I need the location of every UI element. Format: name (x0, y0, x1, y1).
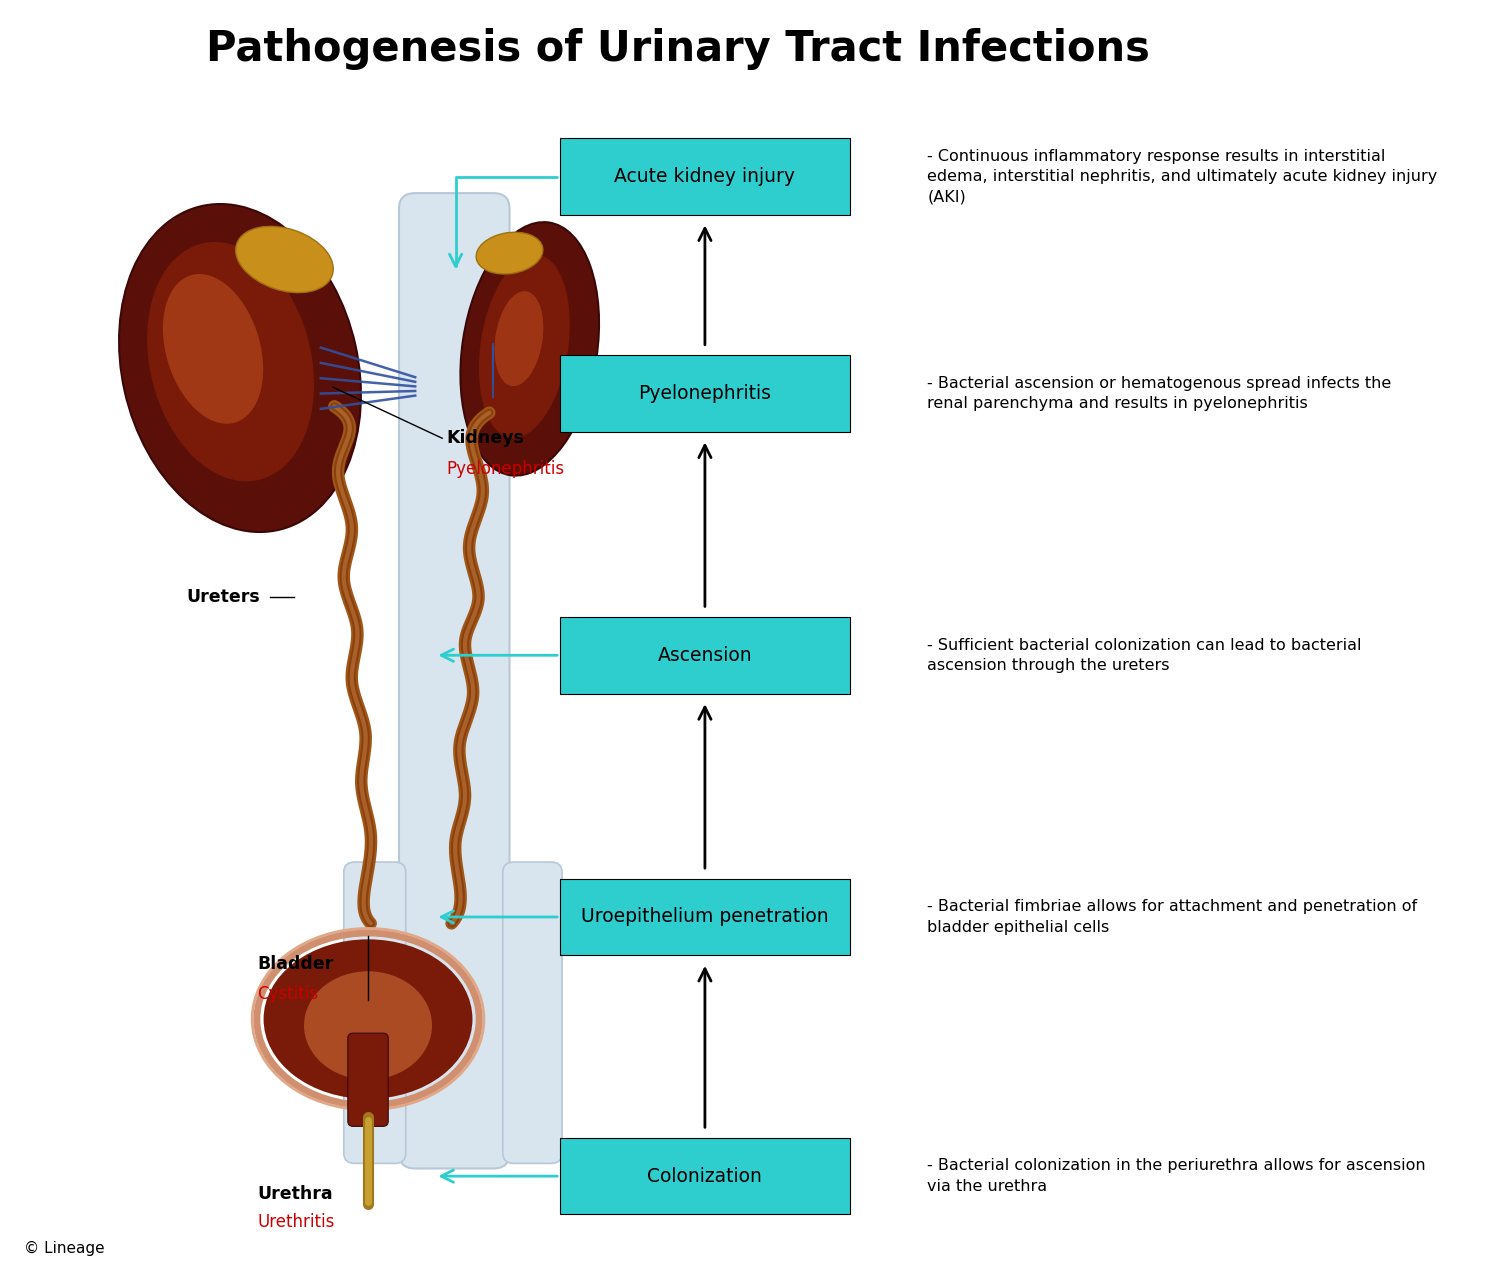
FancyBboxPatch shape (560, 139, 850, 215)
Text: - Bacterial ascension or hematogenous spread infects the
renal parenchyma and re: - Bacterial ascension or hematogenous sp… (927, 375, 1392, 411)
Text: Kidneys: Kidneys (446, 429, 524, 447)
Text: Ureters: Ureters (186, 587, 260, 605)
FancyBboxPatch shape (344, 862, 406, 1163)
Ellipse shape (164, 274, 262, 424)
Ellipse shape (236, 226, 333, 293)
Text: Pyelonephritis: Pyelonephritis (639, 384, 771, 403)
Text: Pathogenesis of Urinary Tract Infections: Pathogenesis of Urinary Tract Infections (206, 28, 1150, 69)
Text: Urethritis: Urethritis (258, 1213, 334, 1231)
Ellipse shape (118, 204, 362, 532)
Text: Urethra: Urethra (258, 1185, 333, 1203)
FancyBboxPatch shape (399, 193, 510, 1168)
FancyBboxPatch shape (560, 355, 850, 432)
Ellipse shape (478, 254, 570, 438)
Text: Cystitis: Cystitis (258, 984, 318, 1002)
FancyBboxPatch shape (560, 1137, 850, 1214)
Ellipse shape (460, 222, 598, 475)
FancyBboxPatch shape (503, 862, 562, 1163)
Text: Uroepithelium penetration: Uroepithelium penetration (580, 907, 828, 926)
FancyBboxPatch shape (560, 617, 850, 694)
Text: Acute kidney injury: Acute kidney injury (615, 167, 795, 186)
Text: Bladder: Bladder (258, 955, 334, 973)
Ellipse shape (264, 939, 472, 1099)
FancyBboxPatch shape (560, 879, 850, 955)
Text: - Continuous inflammatory response results in interstitial
edema, interstitial n: - Continuous inflammatory response resul… (927, 149, 1437, 204)
Ellipse shape (476, 233, 543, 274)
Text: - Bacterial fimbriae allows for attachment and penetration of
bladder epithelial: - Bacterial fimbriae allows for attachme… (927, 899, 1418, 934)
Text: Colonization: Colonization (648, 1167, 762, 1186)
Text: - Bacterial colonization in the periurethra allows for ascension
via the urethra: - Bacterial colonization in the periuret… (927, 1159, 1426, 1194)
Ellipse shape (147, 242, 314, 482)
Ellipse shape (495, 292, 543, 387)
Text: Ascension: Ascension (657, 646, 752, 664)
FancyBboxPatch shape (348, 1033, 388, 1127)
Text: Pyelonephritis: Pyelonephritis (446, 460, 564, 478)
Text: © Lineage: © Lineage (24, 1241, 105, 1257)
Text: - Sufficient bacterial colonization can lead to bacterial
ascension through the : - Sufficient bacterial colonization can … (927, 637, 1362, 673)
Ellipse shape (304, 971, 432, 1079)
